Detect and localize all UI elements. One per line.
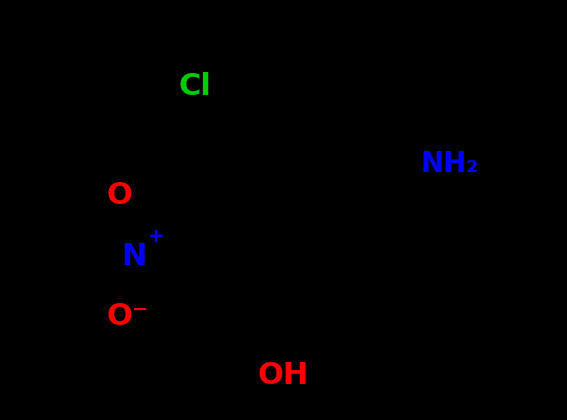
Text: Cl: Cl (179, 72, 211, 101)
Text: O: O (107, 302, 133, 331)
Text: −: − (132, 300, 149, 319)
Text: N: N (121, 241, 147, 271)
Text: NH₂: NH₂ (420, 150, 479, 178)
Text: OH: OH (258, 361, 309, 390)
Text: O: O (107, 181, 133, 210)
Text: +: + (148, 227, 164, 246)
